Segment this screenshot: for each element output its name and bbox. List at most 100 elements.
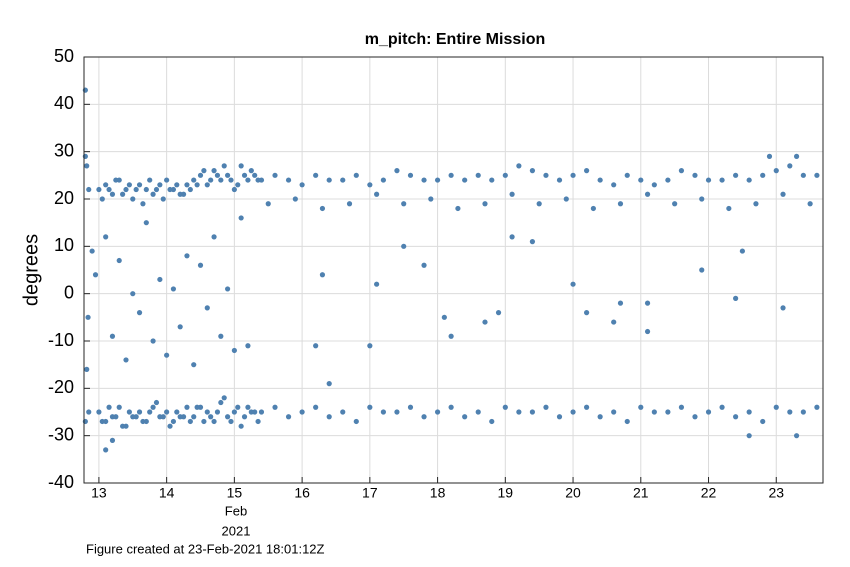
data-point xyxy=(153,399,160,406)
y-tick-label: 50 xyxy=(54,46,74,66)
data-point xyxy=(126,182,132,188)
data-point xyxy=(340,409,346,415)
data-point xyxy=(248,409,254,415)
data-point xyxy=(597,414,603,420)
x-tick-label: 20 xyxy=(565,485,581,501)
y-axis-label: degrees xyxy=(20,234,42,306)
data-point xyxy=(753,201,759,207)
data-point xyxy=(441,314,447,320)
data-point xyxy=(787,409,793,415)
data-point xyxy=(204,305,210,311)
data-point xyxy=(208,177,214,183)
data-point xyxy=(495,310,502,316)
data-point xyxy=(374,281,380,287)
data-point xyxy=(136,409,143,415)
data-point xyxy=(780,191,786,197)
data-point xyxy=(326,177,332,183)
data-point xyxy=(167,423,173,429)
data-point xyxy=(252,172,258,178)
data-point xyxy=(184,253,190,259)
data-point xyxy=(225,286,231,292)
data-point xyxy=(746,409,752,415)
data-point xyxy=(380,177,386,183)
data-point xyxy=(448,404,454,410)
data-point xyxy=(434,409,441,415)
data-point xyxy=(489,177,495,183)
data-point xyxy=(113,177,119,183)
data-point xyxy=(644,328,651,335)
data-point xyxy=(191,177,197,183)
data-point xyxy=(462,414,468,420)
data-point xyxy=(760,418,766,425)
data-point xyxy=(197,262,204,268)
data-point xyxy=(611,409,617,415)
y-tick-label: 20 xyxy=(54,188,74,208)
data-point xyxy=(211,234,217,240)
data-point xyxy=(99,418,105,425)
data-point xyxy=(692,414,698,420)
data-point xyxy=(231,409,237,415)
data-point xyxy=(238,423,244,429)
data-point xyxy=(407,404,414,410)
y-tick-label: -10 xyxy=(48,330,74,350)
data-point xyxy=(126,409,132,415)
data-point xyxy=(157,276,163,283)
data-point xyxy=(123,357,129,363)
data-point xyxy=(228,418,234,425)
data-point xyxy=(448,333,454,339)
data-point xyxy=(174,182,180,188)
data-point xyxy=(421,177,427,183)
data-point xyxy=(238,215,244,221)
data-point xyxy=(184,182,190,188)
data-point xyxy=(380,409,386,415)
data-point xyxy=(563,196,569,202)
data-point xyxy=(800,172,806,178)
data-point xyxy=(103,182,109,188)
data-point xyxy=(529,409,536,415)
data-point xyxy=(245,177,251,183)
data-point xyxy=(153,186,160,193)
y-tick-label: 30 xyxy=(54,140,74,160)
data-point xyxy=(123,186,129,193)
data-point xyxy=(96,409,102,415)
data-point xyxy=(191,414,197,420)
data-point xyxy=(509,191,515,197)
data-point xyxy=(428,196,434,202)
data-point xyxy=(136,310,143,316)
data-point xyxy=(164,177,170,183)
data-point xyxy=(130,196,136,202)
data-point xyxy=(89,248,95,254)
data-point xyxy=(651,182,657,188)
data-point xyxy=(434,177,441,183)
data-point xyxy=(85,314,91,320)
data-point xyxy=(116,257,122,264)
data-point xyxy=(184,404,190,410)
data-point xyxy=(218,399,224,406)
data-point xyxy=(136,182,143,188)
x-tick-label: 23 xyxy=(768,485,784,501)
data-point xyxy=(285,177,292,183)
data-point xyxy=(214,409,221,415)
data-point xyxy=(570,281,576,287)
data-point xyxy=(140,418,146,425)
data-point xyxy=(180,414,187,420)
data-point xyxy=(726,205,732,212)
data-point xyxy=(482,319,488,325)
data-point xyxy=(103,447,109,453)
data-point xyxy=(225,414,231,420)
data-point xyxy=(353,418,359,425)
data-point xyxy=(235,404,241,410)
data-point xyxy=(793,433,800,439)
data-point xyxy=(584,404,590,410)
data-point xyxy=(299,182,305,188)
data-point xyxy=(638,404,644,410)
data-point xyxy=(536,201,542,207)
data-point xyxy=(556,414,563,420)
data-point xyxy=(672,201,678,207)
data-point xyxy=(258,409,265,415)
data-point xyxy=(147,177,153,183)
data-point xyxy=(502,404,508,410)
data-point xyxy=(265,201,271,207)
data-point xyxy=(99,196,105,202)
data-point xyxy=(180,191,187,197)
